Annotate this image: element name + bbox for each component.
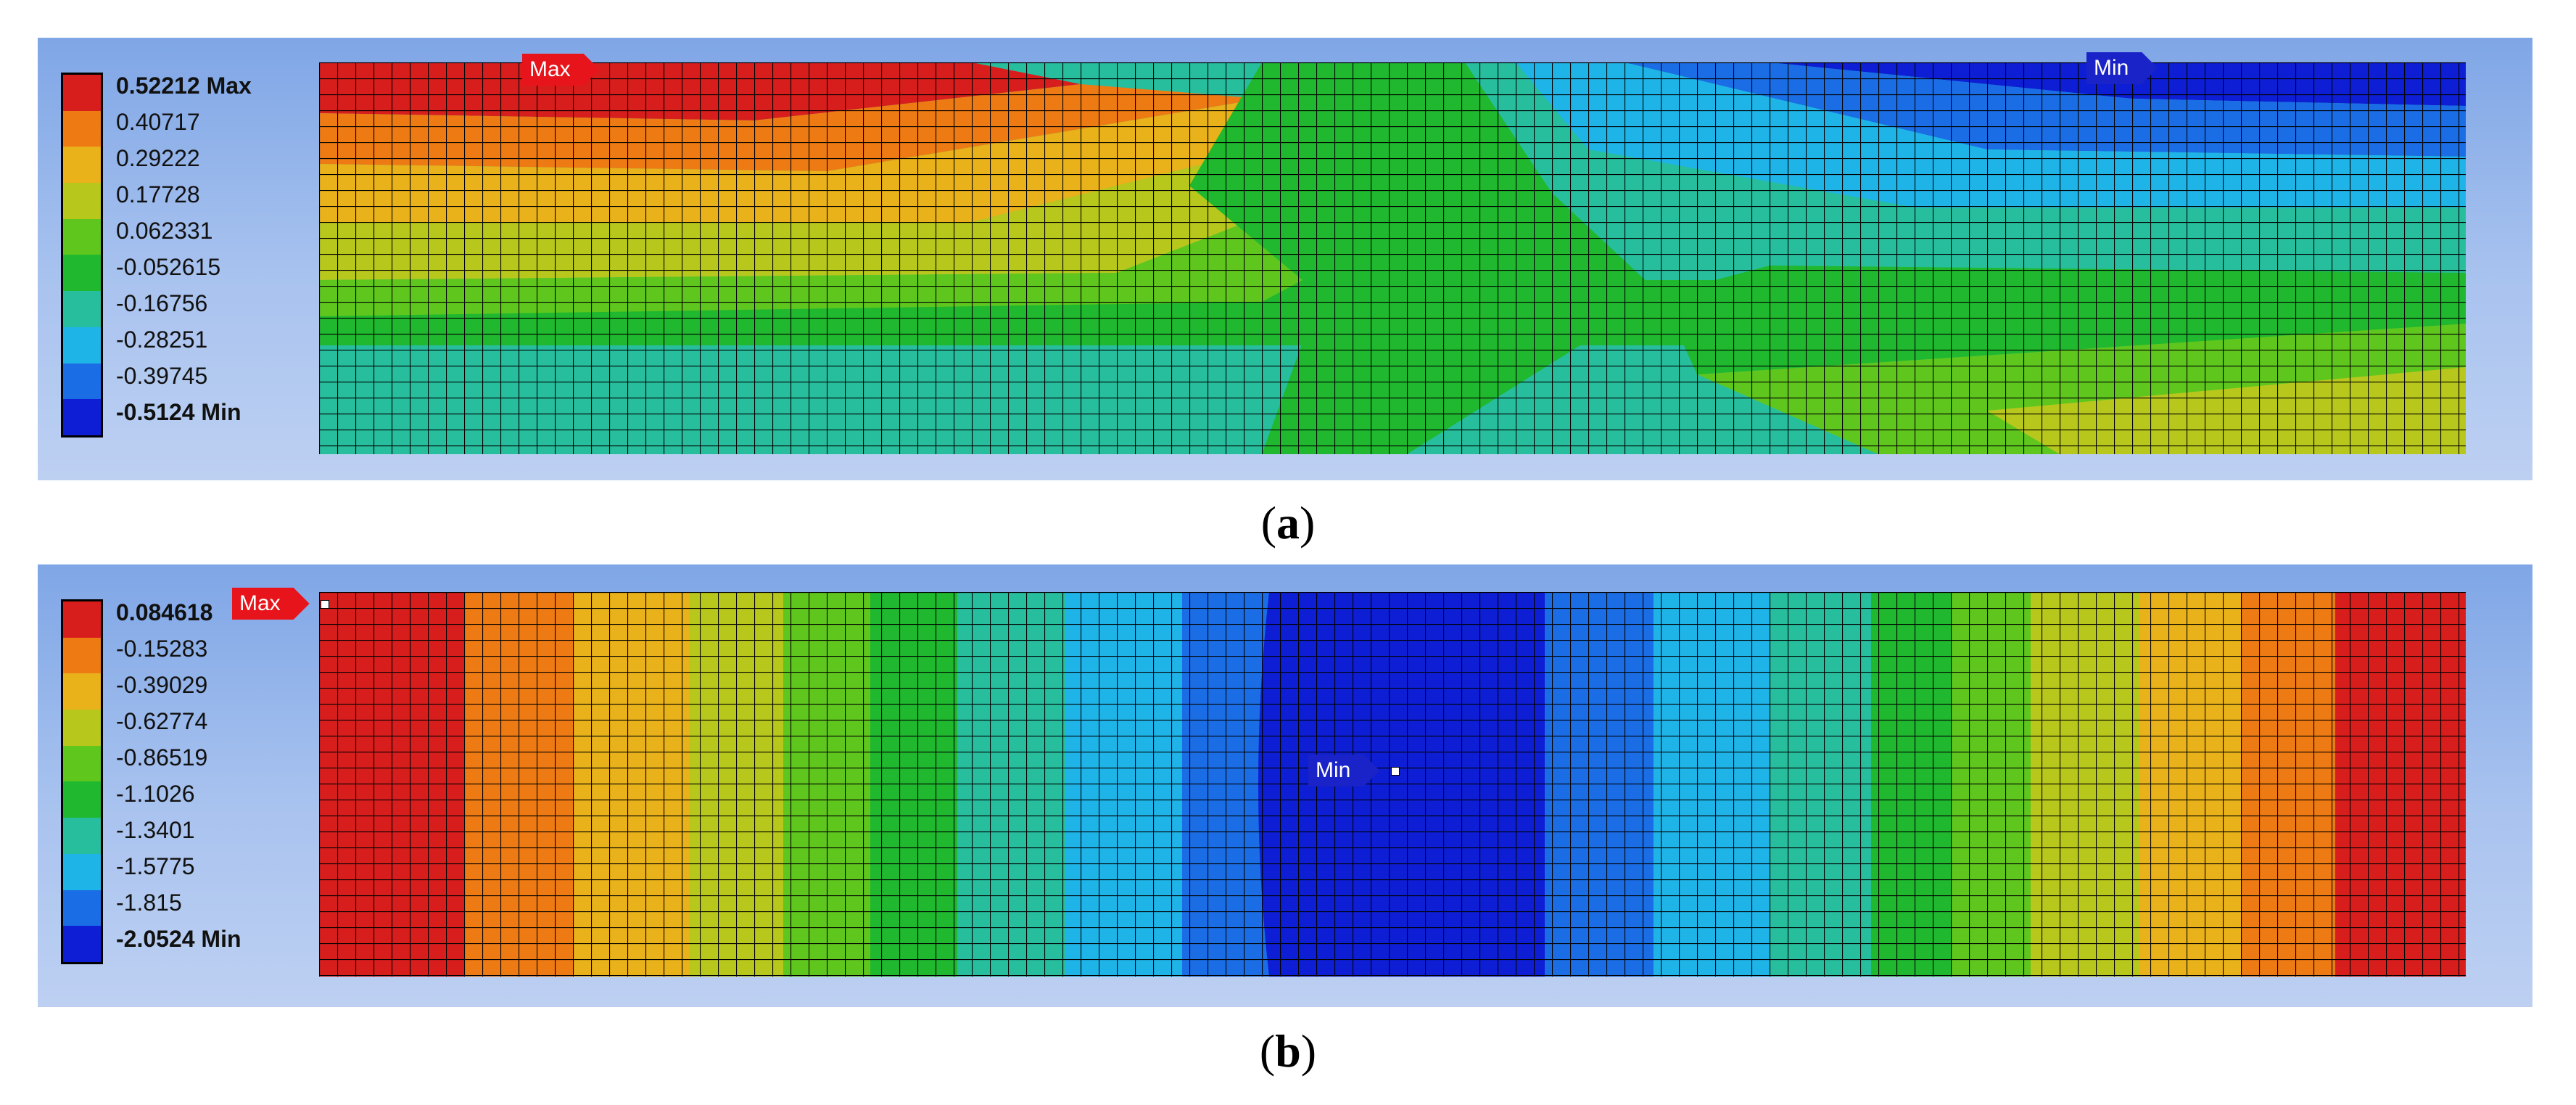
legend-bar-b-swatch-3	[63, 710, 101, 746]
legend-bar-b-swatch-5	[63, 781, 101, 818]
legend-label-b-2: -0.39029	[116, 672, 208, 698]
mesh-contour-a	[319, 62, 2466, 454]
legend-label-a-2: 0.29222	[116, 145, 200, 171]
caption-b-letter: b	[1275, 1025, 1301, 1077]
caption-a-letter: a	[1276, 497, 1300, 549]
legend-bar-a-swatch-3	[63, 183, 101, 219]
legend-bar-a-swatch-0	[63, 75, 101, 111]
legend-label-b-7: -1.5775	[116, 853, 195, 879]
color-scale-bar-a	[61, 73, 103, 438]
probe-max-b-marker	[321, 600, 329, 609]
legend-bar-b-swatch-9	[63, 926, 101, 962]
legend-bar-b-swatch-0	[63, 601, 101, 638]
legend-label-b-6: -1.3401	[116, 817, 195, 843]
probe-min-b: Min	[1308, 755, 1379, 786]
legend-label-b-4: -0.86519	[116, 744, 208, 771]
legend-bar-a-swatch-5	[63, 255, 101, 292]
probe-max-b: Max	[232, 588, 310, 620]
legend-bar-b-swatch-7	[63, 853, 101, 890]
mesh-contour-b	[319, 592, 2466, 977]
probe-min-a: Min	[2086, 52, 2158, 84]
legend-bar-b-swatch-6	[63, 818, 101, 854]
legend-bar-a-swatch-4	[63, 218, 101, 255]
contour-panel-a: 0.52212 Max 0.40717 0.29222 0.17728 0.06…	[38, 38, 2532, 480]
legend-bar-a-swatch-1	[63, 110, 101, 147]
legend-bar-a-swatch-2	[63, 147, 101, 184]
legend-label-a-4: 0.062331	[116, 218, 213, 244]
legend-label-a-6: -0.16756	[116, 290, 208, 316]
legend-bar-a-swatch-8	[63, 363, 101, 400]
legend-label-b-8: -1.815	[116, 890, 182, 916]
legend-bar-a-swatch-6	[63, 291, 101, 327]
legend-label-a-7: -0.28251	[116, 326, 208, 353]
legend-bar-b-swatch-1	[63, 637, 101, 674]
legend-label-a-9: -0.5124 Min	[116, 399, 242, 425]
legend-bar-b-swatch-4	[63, 745, 101, 782]
caption-a: (a)	[1260, 497, 1316, 549]
legend-bar-a-swatch-7	[63, 326, 101, 363]
color-scale-bar-b	[61, 599, 103, 964]
probe-max-a: Max	[522, 54, 600, 86]
legend-label-a-5: -0.052615	[116, 254, 221, 280]
caption-b: (b)	[1259, 1025, 1317, 1077]
legend-label-b-3: -0.62774	[116, 708, 208, 734]
contour-panel-b: 0.084618 -0.15283 -0.39029 -0.62774 -0.8…	[38, 564, 2532, 1007]
legend-label-a-1: 0.40717	[116, 109, 200, 135]
legend-label-b-5: -1.1026	[116, 781, 195, 807]
legend-label-a-0: 0.52212 Max	[116, 73, 252, 99]
legend-label-b-1: -0.15283	[116, 636, 208, 662]
legend-bar-a-swatch-9	[63, 399, 101, 435]
probe-min-b-marker	[1391, 767, 1400, 776]
legend-bar-b-swatch-8	[63, 890, 101, 927]
legend-bar-b-swatch-2	[63, 673, 101, 710]
legend-label-b-9: -2.0524 Min	[116, 926, 242, 952]
legend-label-a-3: 0.17728	[116, 181, 200, 208]
legend-label-a-8: -0.39745	[116, 363, 208, 389]
legend-label-b-0: 0.084618	[116, 599, 213, 625]
